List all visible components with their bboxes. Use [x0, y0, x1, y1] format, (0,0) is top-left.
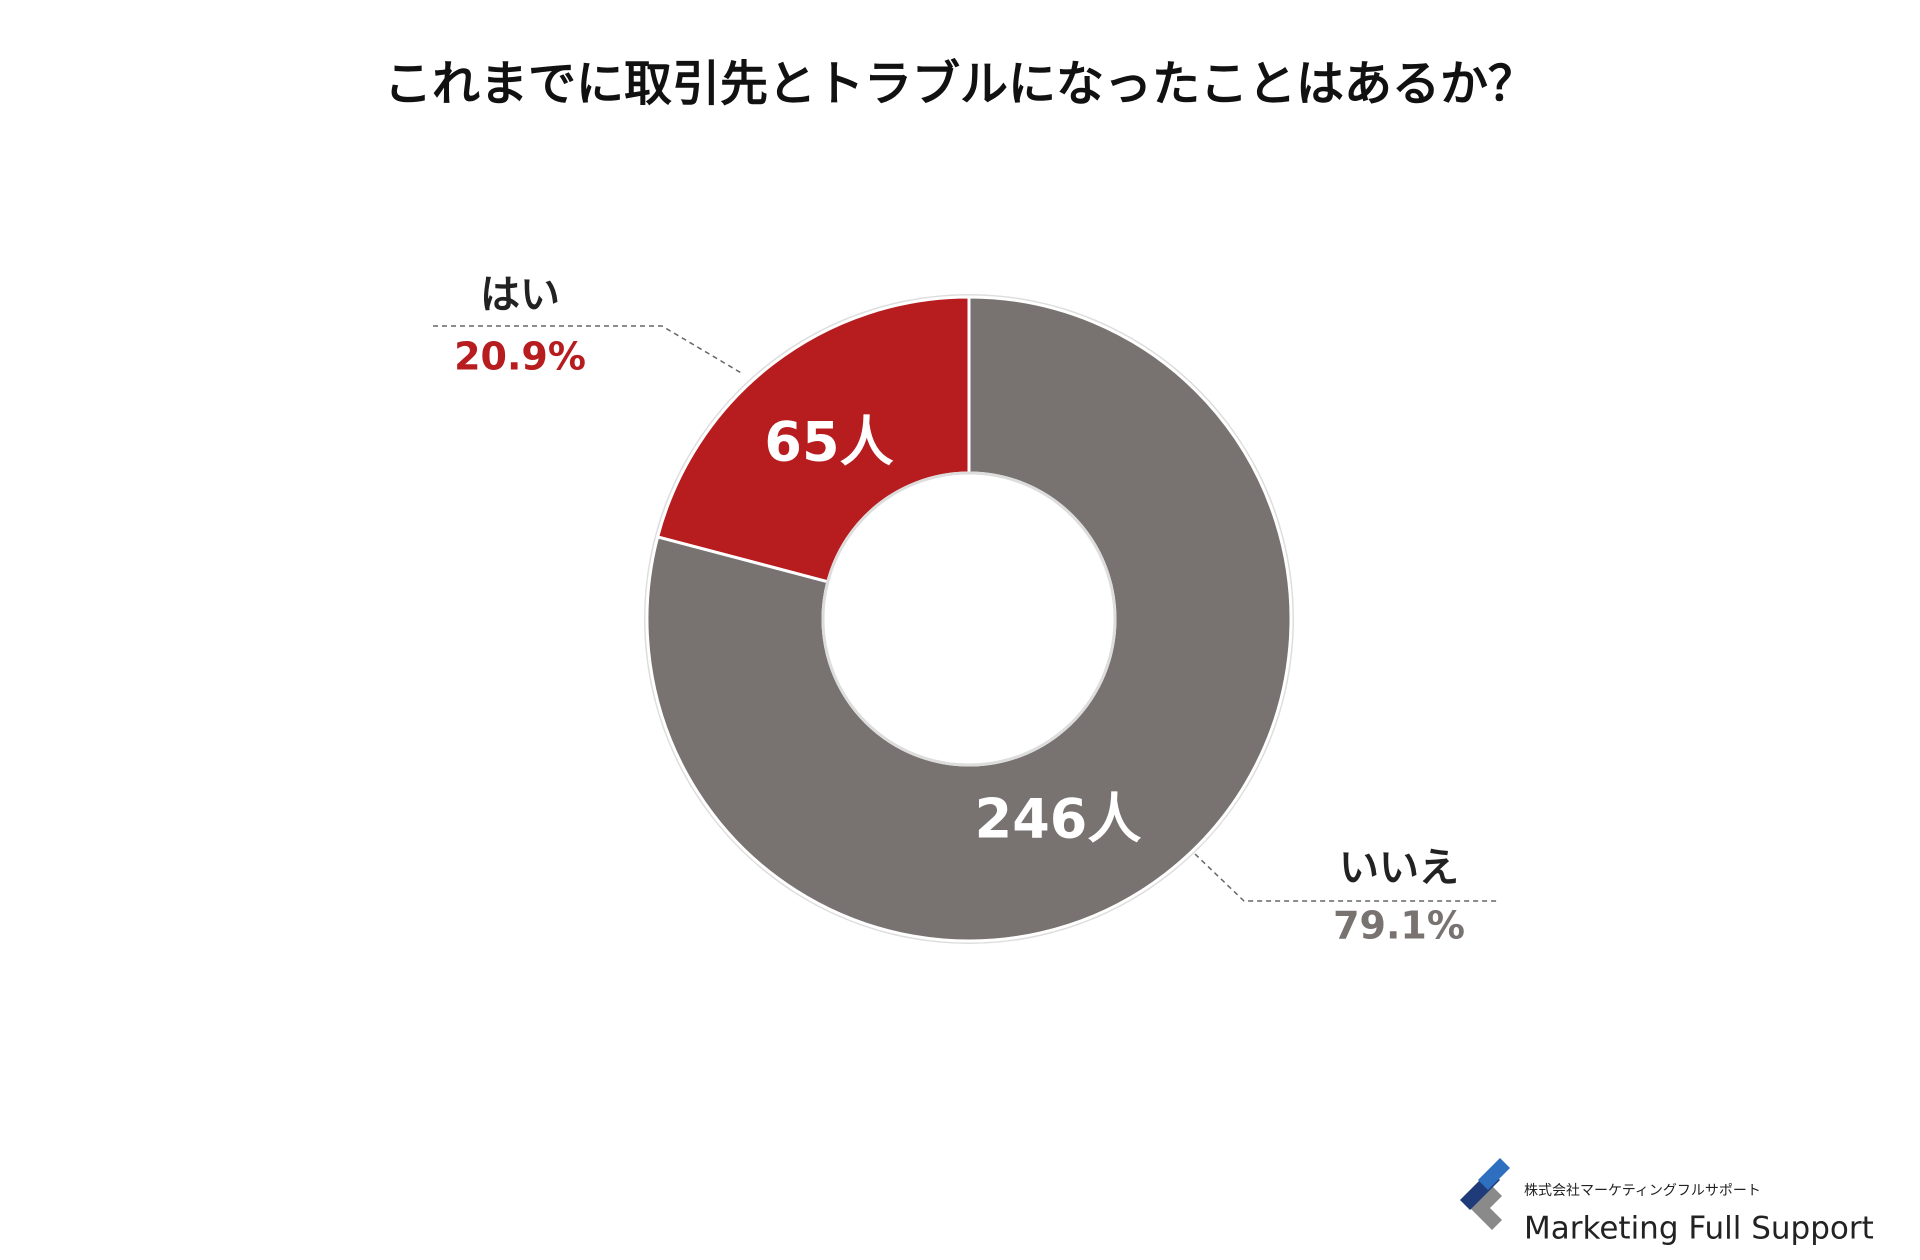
- leader-line: [1194, 853, 1498, 902]
- category-label: いいえ: [1339, 845, 1459, 891]
- chart-title: これまでに取引先とトラブルになったことはあるか？: [384, 56, 1536, 112]
- logo-icon: [1470, 1186, 1502, 1230]
- percent-label: 20.9%: [454, 335, 586, 379]
- logo: 株式会社マーケティングフルサポート Marketing Full Support: [1460, 1158, 1874, 1247]
- percent-label: 79.1%: [1333, 904, 1465, 948]
- donut-hole-border: [821, 471, 1117, 767]
- logo-company: 株式会社マーケティングフルサポート: [1524, 1183, 1761, 1199]
- leader-lines: [433, 325, 1498, 902]
- category-label: はい: [480, 272, 560, 318]
- logo-icon: [1478, 1158, 1510, 1190]
- count-label: 65人: [764, 411, 893, 474]
- count-label: 246人: [975, 788, 1142, 851]
- logo-name: Marketing Full Support: [1524, 1211, 1874, 1247]
- leader-line: [433, 325, 744, 375]
